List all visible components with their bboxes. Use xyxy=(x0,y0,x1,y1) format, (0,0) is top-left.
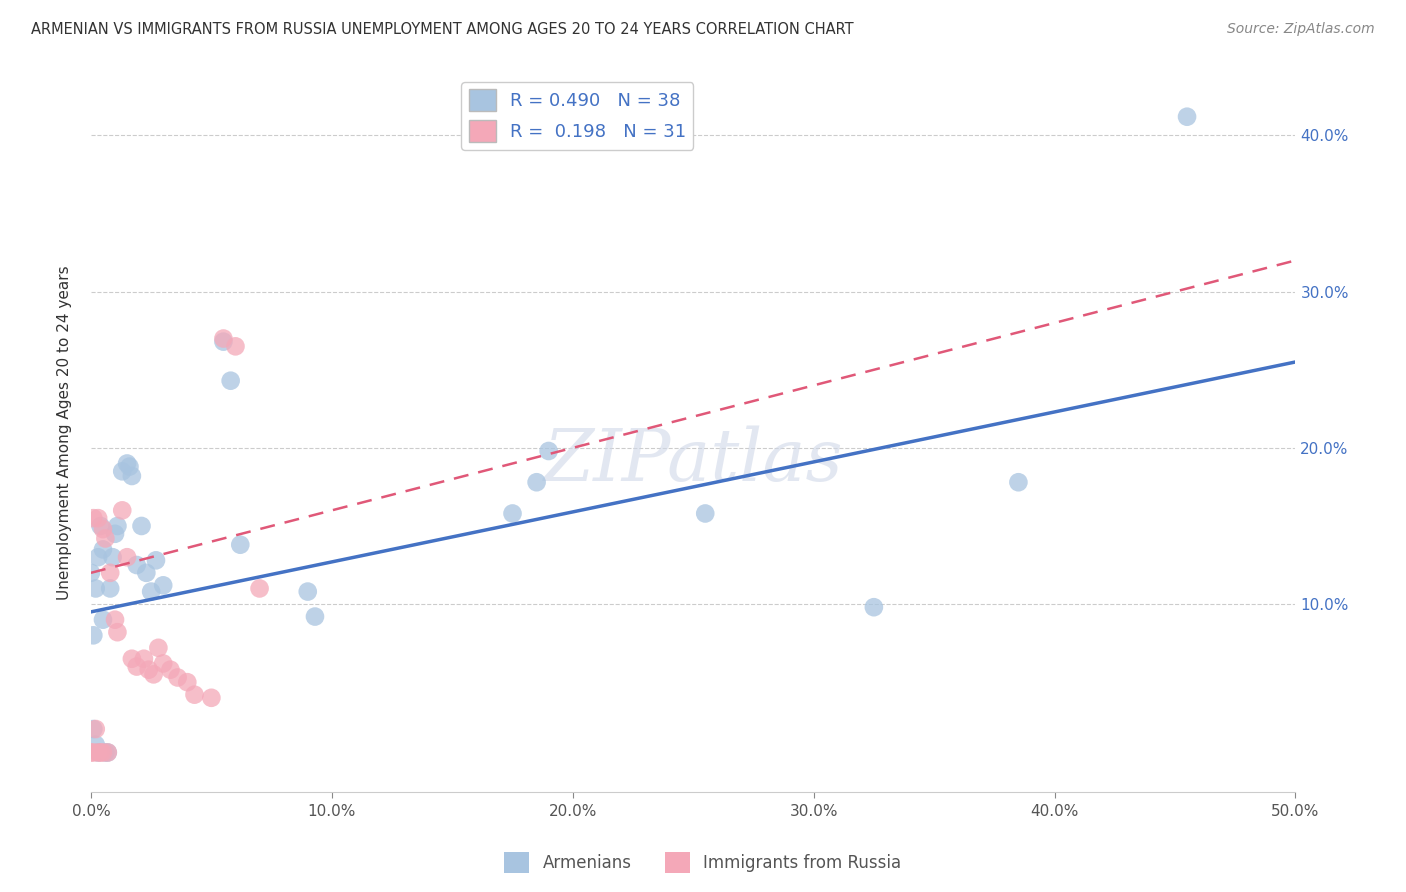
Point xyxy=(142,667,165,681)
Point xyxy=(90,519,112,533)
Point xyxy=(138,663,160,677)
Point xyxy=(111,464,134,478)
Point xyxy=(297,584,319,599)
Point xyxy=(82,746,104,760)
Point xyxy=(183,688,205,702)
Point xyxy=(87,746,110,760)
Point xyxy=(80,566,103,580)
Point xyxy=(111,503,134,517)
Point xyxy=(863,600,886,615)
Point xyxy=(148,640,170,655)
Point xyxy=(82,511,104,525)
Point xyxy=(152,578,174,592)
Point xyxy=(131,519,153,533)
Point xyxy=(526,475,548,490)
Point xyxy=(97,746,120,760)
Point xyxy=(98,566,121,580)
Point xyxy=(98,582,121,596)
Point xyxy=(101,550,124,565)
Point xyxy=(115,550,138,565)
Point xyxy=(176,675,198,690)
Point xyxy=(91,542,114,557)
Point xyxy=(229,538,252,552)
Point xyxy=(94,746,117,760)
Point xyxy=(135,566,157,580)
Point xyxy=(537,444,560,458)
Legend: Armenians, Immigrants from Russia: Armenians, Immigrants from Russia xyxy=(498,846,908,880)
Point xyxy=(94,532,117,546)
Point xyxy=(91,522,114,536)
Point xyxy=(90,746,112,760)
Point xyxy=(224,339,246,353)
Point xyxy=(1175,110,1198,124)
Point xyxy=(1007,475,1029,490)
Point xyxy=(249,582,271,596)
Y-axis label: Unemployment Among Ages 20 to 24 years: Unemployment Among Ages 20 to 24 years xyxy=(58,265,72,599)
Point xyxy=(125,558,148,572)
Point xyxy=(121,652,143,666)
Text: ZIPatlas: ZIPatlas xyxy=(543,425,844,496)
Point xyxy=(104,613,127,627)
Point xyxy=(87,511,110,525)
Point xyxy=(200,690,222,705)
Point xyxy=(304,609,326,624)
Point xyxy=(82,628,104,642)
Text: ARMENIAN VS IMMIGRANTS FROM RUSSIA UNEMPLOYMENT AMONG AGES 20 TO 24 YEARS CORREL: ARMENIAN VS IMMIGRANTS FROM RUSSIA UNEMP… xyxy=(31,22,853,37)
Point xyxy=(91,746,114,760)
Point xyxy=(125,659,148,673)
Point xyxy=(80,746,103,760)
Point xyxy=(118,459,141,474)
Point xyxy=(141,584,163,599)
Legend: R = 0.490   N = 38, R =  0.198   N = 31: R = 0.490 N = 38, R = 0.198 N = 31 xyxy=(461,82,693,150)
Point xyxy=(219,374,242,388)
Point xyxy=(212,334,235,349)
Point xyxy=(152,657,174,671)
Point xyxy=(121,469,143,483)
Point xyxy=(115,457,138,471)
Point xyxy=(104,526,127,541)
Point xyxy=(502,507,524,521)
Point xyxy=(84,722,107,736)
Point xyxy=(87,746,110,760)
Point xyxy=(107,519,129,533)
Point xyxy=(82,722,104,736)
Point xyxy=(87,550,110,565)
Point xyxy=(84,582,107,596)
Text: Source: ZipAtlas.com: Source: ZipAtlas.com xyxy=(1227,22,1375,37)
Point xyxy=(84,738,107,752)
Point xyxy=(97,746,120,760)
Point xyxy=(107,625,129,640)
Point xyxy=(695,507,717,521)
Point xyxy=(132,652,155,666)
Point xyxy=(145,553,167,567)
Point xyxy=(91,613,114,627)
Point xyxy=(212,332,235,346)
Point xyxy=(159,663,181,677)
Point xyxy=(166,671,188,685)
